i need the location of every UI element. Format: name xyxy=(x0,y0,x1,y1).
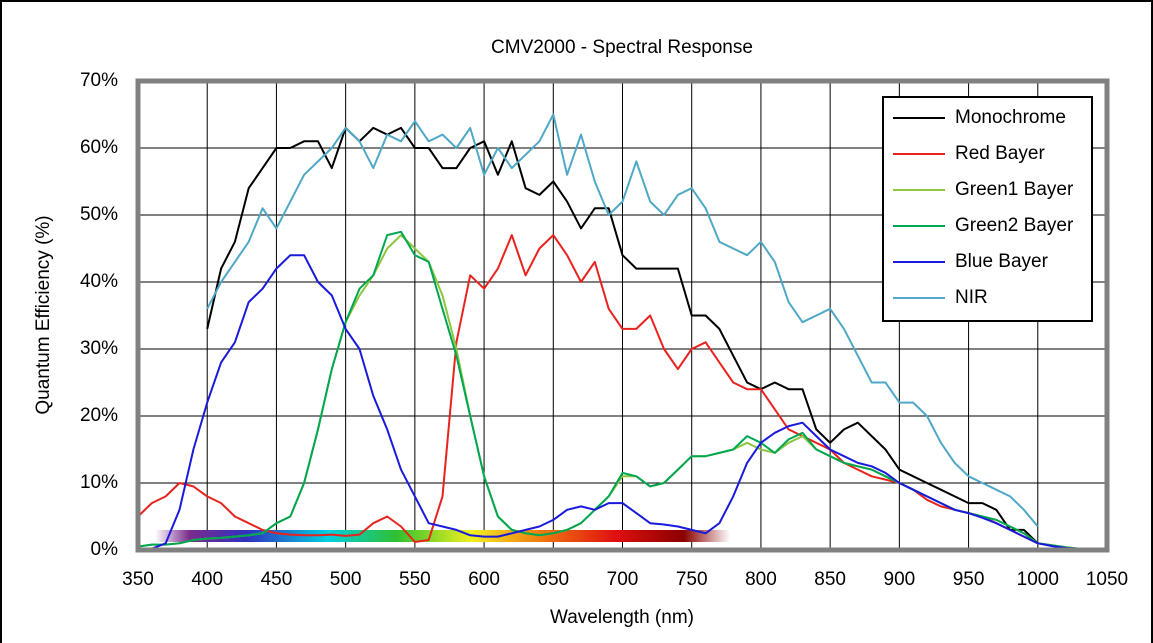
x-tick-label: 600 xyxy=(468,569,500,590)
x-tick-label: 800 xyxy=(745,569,777,590)
lines xyxy=(137,113,1108,551)
y-tick-label: 70% xyxy=(80,70,118,91)
legend-label: Green1 Bayer xyxy=(955,179,1074,200)
x-tick-label: 1050 xyxy=(1086,569,1128,590)
y-tick-label: 30% xyxy=(80,338,118,359)
legend-box xyxy=(882,96,1093,322)
x-tick-label: 400 xyxy=(191,569,223,590)
legend-label: Red Bayer xyxy=(955,143,1045,164)
spectrum-band xyxy=(155,530,730,542)
series-line xyxy=(137,234,1108,551)
y-tick-label: 50% xyxy=(80,204,118,225)
y-tick-label: 40% xyxy=(80,271,118,292)
x-tick-label: 500 xyxy=(330,569,362,590)
legend-label: Monochrome xyxy=(955,107,1066,128)
series-line xyxy=(137,254,1108,551)
x-tick-label: 450 xyxy=(261,569,293,590)
series-line xyxy=(206,113,1039,528)
x-tick-label: 950 xyxy=(953,569,985,590)
y-tick-label: 60% xyxy=(80,137,118,158)
x-tick-label: 550 xyxy=(399,569,431,590)
y-tick-label: 20% xyxy=(80,405,118,426)
x-tick-label: 700 xyxy=(607,569,639,590)
x-tick-label: 350 xyxy=(122,569,154,590)
legend-label: NIR xyxy=(955,287,988,308)
x-tick-label: 850 xyxy=(814,569,846,590)
legend-label: Green2 Bayer xyxy=(955,215,1074,236)
x-tick-label: 650 xyxy=(537,569,569,590)
x-tick-label: 1000 xyxy=(1017,569,1059,590)
legend-label: Blue Bayer xyxy=(955,251,1049,272)
y-tick-label: 10% xyxy=(80,472,118,493)
y-tick-label: 0% xyxy=(91,539,119,560)
y-axis-label: Quantum Efficiency (%) xyxy=(33,215,54,414)
x-tick-label: 900 xyxy=(884,569,916,590)
chart-title: CMV2000 - Spectral Response xyxy=(491,37,753,58)
x-axis-label: Wavelength (nm) xyxy=(550,607,694,628)
x-tick-label: 750 xyxy=(676,569,708,590)
plot-border xyxy=(135,78,1110,553)
legend: Monochrome Red Bayer Green1 Bayer Green2 Ba… xyxy=(882,96,1093,322)
